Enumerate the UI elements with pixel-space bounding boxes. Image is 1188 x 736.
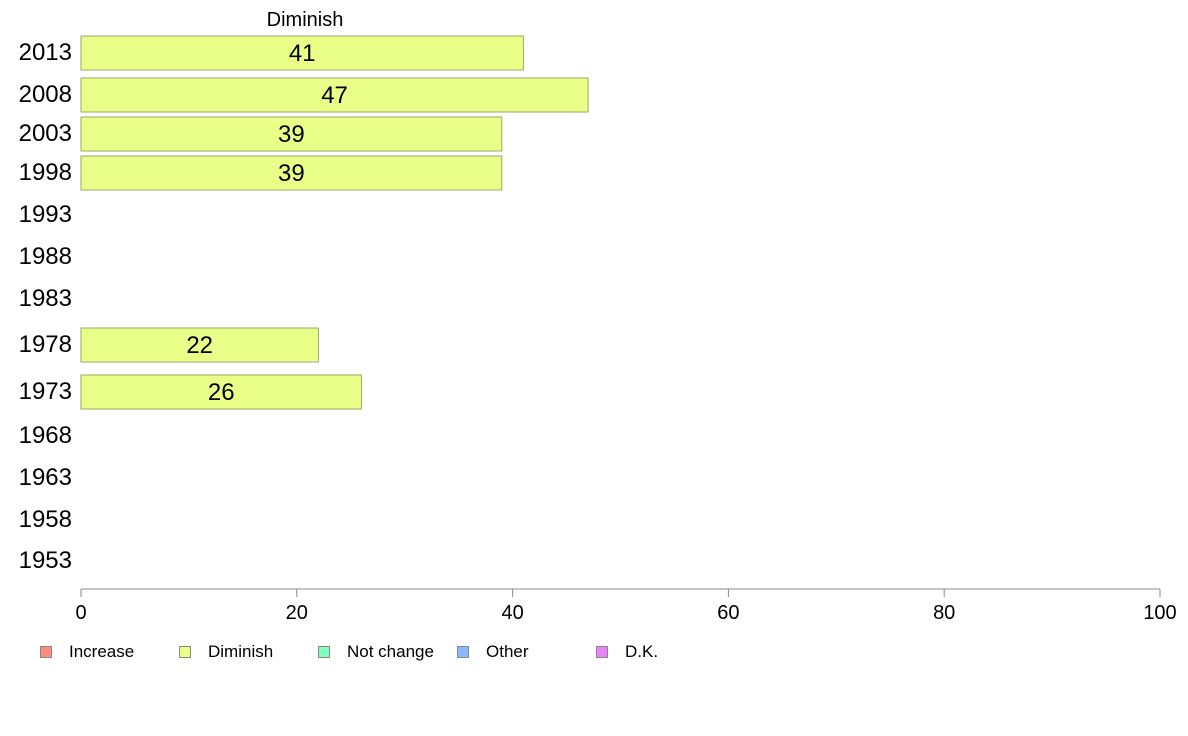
data-label: 22 xyxy=(186,332,213,359)
y-tick-label: 1983 xyxy=(19,285,72,312)
y-tick-label: 1953 xyxy=(19,547,72,574)
x-tick-label: 80 xyxy=(933,602,955,624)
legend-swatch xyxy=(179,646,191,658)
legend-label: D.K. xyxy=(625,642,659,661)
y-tick-label: 1978 xyxy=(19,331,72,358)
bar xyxy=(80,374,363,410)
y-axis-labels: 2013 2008 2003 1998 1993 1988 1983 1978 1973 1968… xyxy=(19,39,72,574)
legend-item-not-change: Not change xyxy=(318,642,434,662)
y-tick-label: 2013 xyxy=(19,39,72,66)
x-tick-label: 40 xyxy=(501,602,523,624)
x-tick-label: 60 xyxy=(717,602,739,624)
data-label: 26 xyxy=(208,379,235,406)
y-tick-label: 1968 xyxy=(19,422,72,449)
legend-swatch xyxy=(40,646,52,658)
legend-label: Diminish xyxy=(208,642,274,661)
x-axis: 0 20 40 60 80 100 xyxy=(75,588,1177,624)
y-tick-label: 1988 xyxy=(19,243,72,270)
y-tick-label: 1993 xyxy=(19,201,72,228)
legend-swatch xyxy=(457,646,469,658)
legend-swatch xyxy=(596,646,608,658)
bar xyxy=(80,116,503,152)
legend-swatch xyxy=(318,646,330,658)
x-tick-label: 20 xyxy=(286,602,308,624)
legend-label: Increase xyxy=(69,642,135,661)
chart-title: Diminish xyxy=(267,9,344,31)
y-tick-label: 2008 xyxy=(19,81,72,108)
x-tick-label: 100 xyxy=(1143,602,1176,624)
y-tick-label: 1998 xyxy=(19,159,72,186)
data-label: 39 xyxy=(278,160,305,187)
bar xyxy=(80,77,589,113)
y-tick-label: 2003 xyxy=(19,120,72,147)
bar xyxy=(80,327,319,363)
legend-label: Other xyxy=(486,642,529,661)
legend-label: Not change xyxy=(347,642,434,661)
bar xyxy=(80,155,503,191)
data-label: 39 xyxy=(278,121,305,148)
legend-item-dk: D.K. xyxy=(596,642,658,662)
y-tick-label: 1958 xyxy=(19,506,72,533)
bar xyxy=(80,35,524,71)
y-tick-label: 1963 xyxy=(19,464,72,491)
data-label: 47 xyxy=(321,82,348,109)
data-label: 41 xyxy=(289,40,316,67)
legend-item-other: Other xyxy=(457,642,529,662)
legend-item-diminish: Diminish xyxy=(179,642,273,662)
y-tick-label: 1973 xyxy=(19,378,72,405)
legend: Increase Diminish Not change Other D.K. xyxy=(0,642,700,662)
legend-item-increase: Increase xyxy=(40,642,134,662)
x-tick-label: 0 xyxy=(75,602,86,624)
